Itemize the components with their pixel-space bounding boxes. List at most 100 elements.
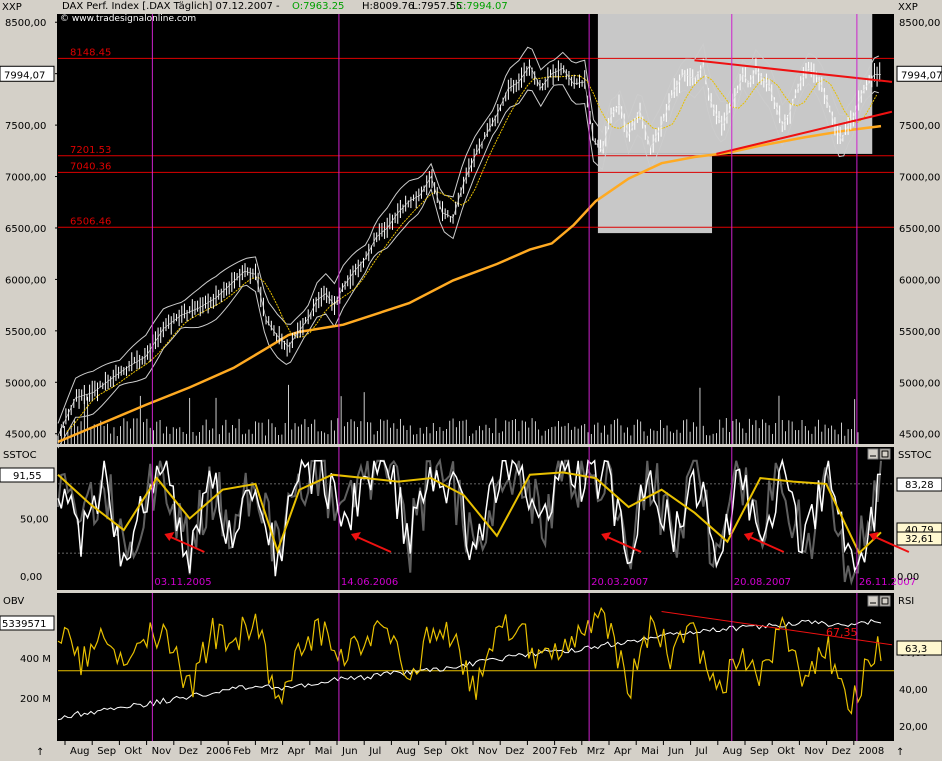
x-tick-label: Aug [396, 746, 416, 757]
signal-arrow [604, 535, 642, 553]
up-arrow-icon: ↑ [896, 747, 904, 757]
trendline-lower [716, 110, 893, 155]
rsi-title: RSI [898, 596, 914, 607]
signal-arrow [354, 535, 392, 553]
band-upper [57, 42, 880, 424]
date-marker-label: 03.11.2005 [154, 577, 211, 588]
symbol-left: XXP [2, 2, 22, 13]
signal-arrowhead [743, 532, 754, 541]
x-tick-label: Apr [614, 746, 632, 757]
date-marker-label: 20.03.2007 [591, 577, 648, 588]
x-tick-label: Okt [124, 746, 142, 757]
price-tick-label-left: 7000,00 [5, 173, 46, 184]
high-value: H:8009.76 [362, 1, 414, 12]
x-tick-label: 2006 [206, 746, 231, 757]
stoch-tick-label-right: 0,00 [897, 572, 919, 583]
low-value: L:7957.55 [412, 1, 462, 12]
x-tick-label: Nov [478, 746, 498, 757]
signal-arrowhead [164, 532, 175, 541]
obv-tick-label: 400 M [20, 654, 51, 665]
price-tick-label-left: 8500,00 [5, 18, 46, 29]
x-tick-label: Mai [641, 746, 659, 757]
last-value-box-left [0, 65, 55, 82]
x-tick-label: Sep [750, 746, 769, 757]
stoch-tick-label: 50,00 [20, 515, 49, 526]
rsi-trendline-label: 67,35 [826, 626, 858, 639]
x-tick-label: Jul [695, 746, 708, 757]
price-tick-label-left: 5500,00 [5, 327, 46, 338]
price-tick-label-right: 4500,00 [899, 430, 940, 441]
x-tick-label: Mrz [587, 746, 605, 757]
price-tick-label-right: 8500,00 [899, 18, 940, 29]
signal-arrow [747, 535, 785, 553]
last-value-box-right [896, 65, 942, 82]
rsi-value-label: 63,3 [905, 644, 927, 655]
price-tick-label-right: 6000,00 [899, 275, 940, 286]
signal-arrowhead [601, 532, 612, 541]
price-tick-label-left: 5000,00 [5, 378, 46, 389]
x-tick-label: Mrz [260, 746, 278, 757]
stoch-k-line [57, 457, 882, 577]
price-tick-label-left: 6000,00 [5, 275, 46, 286]
stoch-maximize-icon[interactable] [879, 448, 891, 460]
band-lower [57, 82, 879, 449]
x-tick-label: 2007 [532, 746, 557, 757]
last-value-label-right: 7994,07 [901, 70, 942, 81]
last-value-label-left: 7994,07 [4, 70, 45, 81]
trendline-upper [694, 59, 893, 83]
chart-title: DAX Perf. Index [.DAX Täglich] 07.12.200… [62, 1, 280, 12]
signal-arrowhead [868, 532, 879, 541]
symbol-right: XXP [898, 2, 918, 13]
rsi-value-box [896, 640, 942, 656]
stoch-value-right: 40,79 [905, 525, 934, 536]
x-tick-label: Sep [424, 746, 443, 757]
stoch-value-right: 83,28 [905, 480, 934, 491]
x-tick-label: Dez [832, 746, 851, 757]
x-tick-label: Apr [288, 746, 306, 757]
signal-arrowhead [350, 532, 361, 541]
source-credit: © www.tradesignalonline.com [60, 14, 196, 24]
x-tick-label: Nov [152, 746, 172, 757]
stoch-title-right: SSTOC [898, 450, 932, 461]
price-tick-label-left: 6500,00 [5, 224, 46, 235]
x-tick-label: Jun [341, 746, 358, 757]
stoch-minimize-icon[interactable] [867, 448, 879, 460]
stoch-d-line [57, 471, 882, 555]
stoch-value-left: 91,55 [13, 471, 42, 482]
ma-short-line [66, 74, 878, 433]
stoch-raw-line [57, 457, 882, 586]
stoch-title-left: SSTOC [3, 450, 37, 461]
obv-line [57, 619, 882, 721]
rsi-tick-label: 20,00 [899, 722, 928, 733]
price-tick-label-right: 7500,00 [899, 121, 940, 132]
obv-minimize-icon[interactable] [867, 595, 879, 607]
up-arrow-icon: ↑ [36, 747, 44, 757]
level-label: 6506.46 [70, 216, 111, 227]
obv-maximize-icon[interactable] [879, 595, 891, 607]
obv-value-box [0, 615, 55, 631]
obv-tick-label: 200 M [20, 694, 51, 705]
price-tick-label-right: 6500,00 [899, 224, 940, 235]
stoch-value-box-left [0, 467, 55, 483]
x-tick-label: Dez [505, 746, 524, 757]
x-tick-label: Feb [233, 746, 251, 757]
obv-rsi-panel[interactable] [57, 593, 894, 741]
stoch-value-box-right [896, 477, 942, 492]
obv-value-label: 5339571 [2, 619, 47, 630]
level-label: 7201.53 [70, 145, 111, 156]
x-tick-label: Feb [560, 746, 578, 757]
price-tick-label-left: 7500,00 [5, 121, 46, 132]
price-tick-label-right: 5500,00 [899, 327, 940, 338]
x-tick-label: Dez [179, 746, 198, 757]
x-tick-label: Jul [368, 746, 381, 757]
signal-arrow [872, 535, 910, 553]
x-tick-label: Sep [97, 746, 116, 757]
close-line [57, 64, 882, 436]
signal-arrow [167, 535, 205, 553]
gray-zone [597, 14, 873, 154]
stochastic-panel[interactable] [57, 447, 894, 590]
x-tick-label: Aug [70, 746, 90, 757]
stoch-value-box-right [896, 531, 942, 546]
